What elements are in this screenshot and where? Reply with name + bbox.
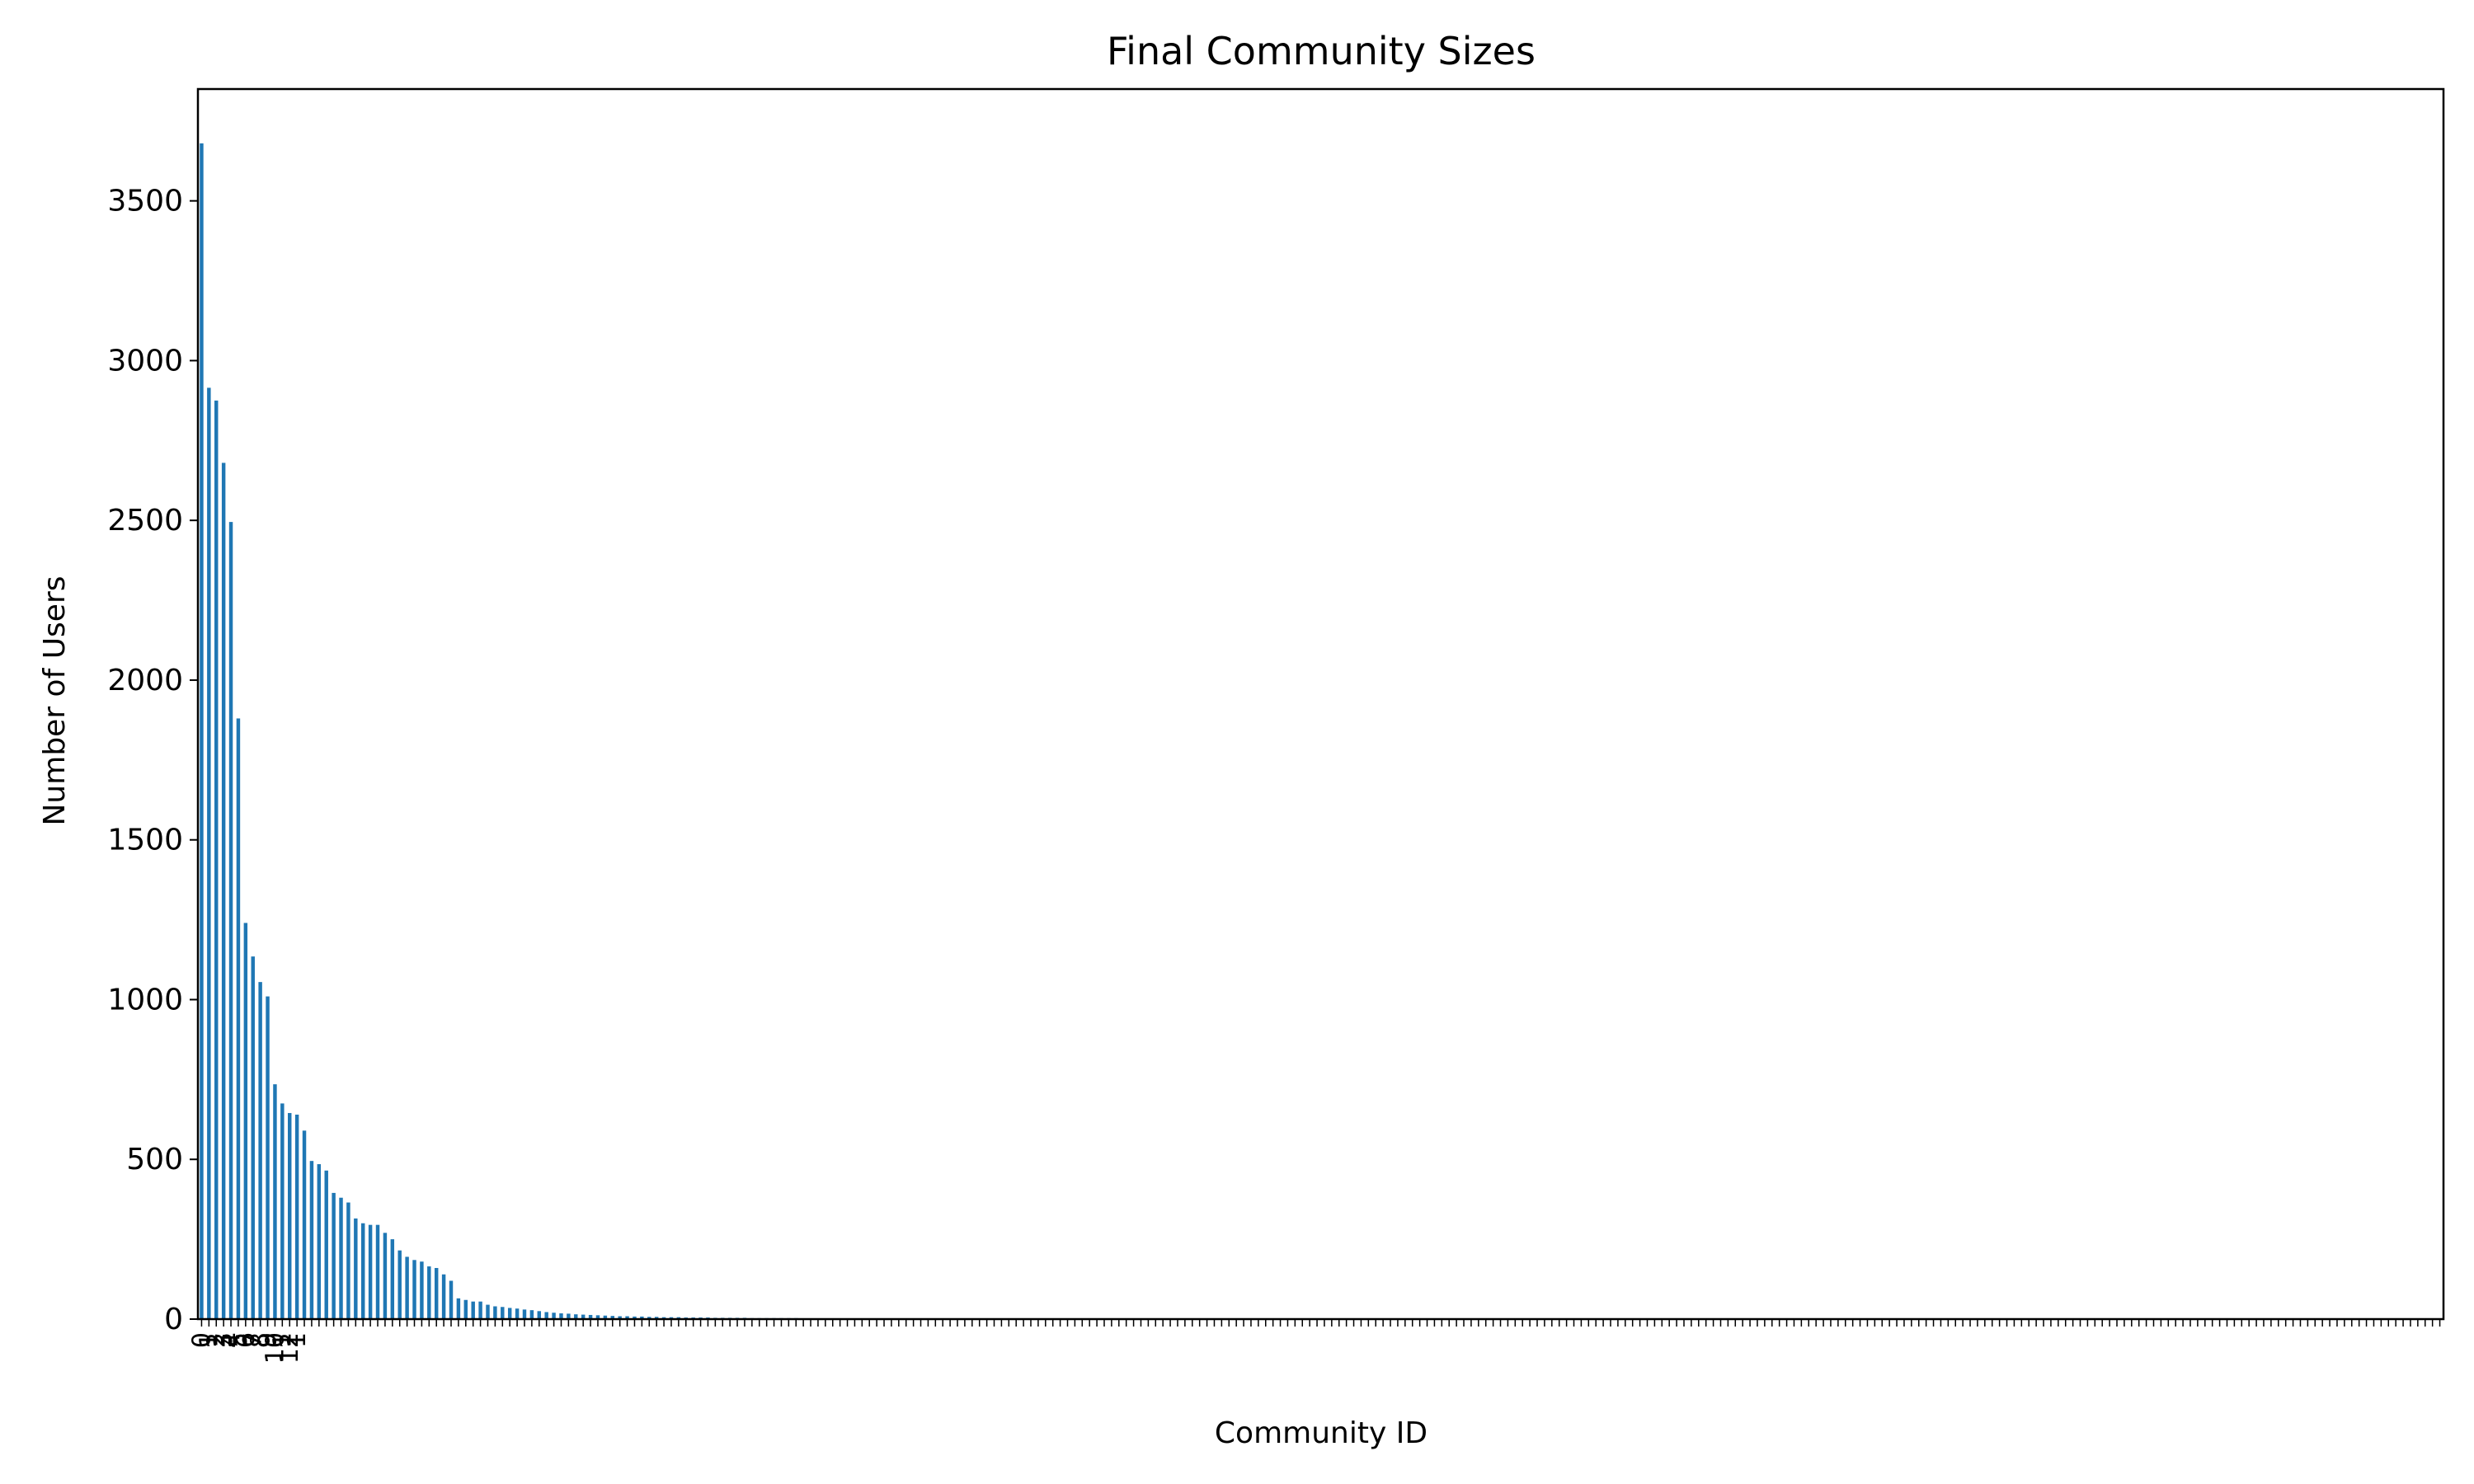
- bar: [574, 1314, 578, 1319]
- bar-series: [200, 143, 2442, 1320]
- bar: [228, 522, 233, 1319]
- y-tick-label: 3500: [107, 185, 183, 218]
- bar: [280, 1103, 285, 1319]
- bar: [463, 1299, 468, 1319]
- bar: [214, 400, 219, 1320]
- bar: [258, 982, 262, 1319]
- bar: [332, 1192, 336, 1319]
- y-tick-label: 3000: [107, 344, 183, 378]
- bar: [640, 1316, 644, 1319]
- bar: [368, 1224, 373, 1319]
- bar: [427, 1266, 431, 1319]
- bar: [625, 1316, 629, 1319]
- bar: [236, 718, 241, 1319]
- x-tick-label: 8: [247, 1332, 275, 1348]
- bar: [361, 1223, 365, 1319]
- bar: [375, 1224, 380, 1319]
- bar: [339, 1197, 343, 1319]
- bar: [529, 1310, 534, 1319]
- bar: [309, 1161, 314, 1319]
- bar: [221, 463, 226, 1320]
- bar: [544, 1312, 548, 1319]
- bar: [559, 1313, 563, 1319]
- bar: [383, 1233, 388, 1319]
- bar: [633, 1316, 637, 1319]
- x-tick-label: 1: [283, 1332, 312, 1348]
- x-tick-label: 7: [239, 1332, 268, 1348]
- x-tick-label: 2: [202, 1332, 231, 1348]
- bar: [288, 1113, 292, 1319]
- bar: [654, 1317, 659, 1319]
- bar: [207, 387, 211, 1320]
- plot-frame: [196, 87, 2445, 1321]
- y-tick-label: 0: [164, 1303, 183, 1336]
- x-tick-label: 1: [195, 1332, 223, 1348]
- bar: [294, 1114, 299, 1319]
- bar: [595, 1315, 600, 1319]
- y-tick-label: 2500: [107, 504, 183, 538]
- bar: [273, 1084, 277, 1319]
- bar: [324, 1170, 328, 1319]
- bar: [507, 1308, 512, 1319]
- bar: [243, 923, 248, 1319]
- bar: [405, 1256, 409, 1319]
- bar: [441, 1274, 446, 1319]
- y-axis-label: Number of Users: [38, 575, 72, 825]
- bar: [434, 1267, 439, 1319]
- x-tick-label: 4: [217, 1332, 246, 1348]
- bar: [251, 956, 255, 1319]
- bar: [552, 1313, 556, 1319]
- bar: [317, 1164, 322, 1319]
- x-tick-label: 3: [209, 1332, 238, 1348]
- bar: [515, 1308, 520, 1319]
- bar: [618, 1316, 622, 1319]
- bar: [354, 1218, 358, 1319]
- bar: [200, 143, 204, 1319]
- bar: [603, 1315, 608, 1319]
- y-tick-label: 2000: [107, 664, 183, 697]
- x-tick-label: 10: [261, 1332, 289, 1364]
- bar: [397, 1250, 402, 1319]
- x-tick-label: 0: [187, 1332, 216, 1348]
- bar: [471, 1301, 475, 1319]
- bar: [501, 1307, 505, 1319]
- bar: [647, 1317, 651, 1319]
- bar: [493, 1306, 497, 1319]
- bar: [412, 1260, 416, 1319]
- bar: [588, 1314, 593, 1319]
- bar: [390, 1239, 395, 1319]
- bar: [302, 1130, 307, 1319]
- x-tick-label: 12: [275, 1332, 304, 1364]
- x-axis-label: Community ID: [1215, 1416, 1427, 1450]
- x-tick-label: 9: [254, 1332, 283, 1348]
- y-tick-label: 500: [126, 1143, 183, 1176]
- bar: [522, 1309, 527, 1319]
- x-tick-label: 1: [268, 1332, 297, 1348]
- bar: [420, 1261, 424, 1319]
- y-tick-label: 1500: [107, 824, 183, 857]
- bar: [581, 1314, 586, 1319]
- y-axis: 0 500 1000 1500 2000 2500 3000 3500: [107, 185, 198, 1336]
- bar: [346, 1202, 350, 1319]
- y-tick-label: 1000: [107, 983, 183, 1017]
- bar: [486, 1304, 490, 1319]
- bar: [449, 1280, 454, 1319]
- x-tick-label: 5: [224, 1332, 253, 1348]
- bar: [478, 1301, 482, 1319]
- bar: [537, 1311, 542, 1319]
- bar: [456, 1298, 461, 1319]
- x-tick-label: 6: [232, 1332, 261, 1348]
- bar: [266, 996, 270, 1319]
- bar: [567, 1313, 571, 1319]
- chart-title: Final Community Sizes: [1107, 29, 1536, 73]
- bar: [610, 1316, 614, 1319]
